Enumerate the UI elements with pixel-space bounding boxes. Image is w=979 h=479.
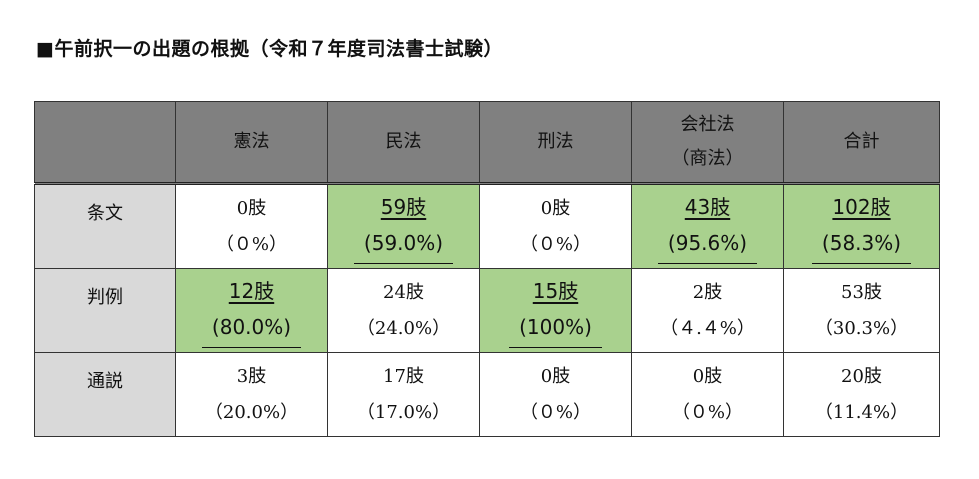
cell-count: 12肢: [228, 279, 275, 303]
header-row: 憲法 民法 刑法 会社法 （商法） 合計: [34, 101, 940, 185]
header-cell: 合計: [783, 101, 940, 185]
cell-count: 0肢: [540, 197, 571, 219]
cell-percent: （20.0%）: [204, 401, 299, 423]
cell-percent: （０%）: [519, 233, 592, 255]
cell-count: 0肢: [692, 365, 723, 387]
table-cell: 53肢 （30.3%）: [783, 268, 940, 353]
cell-count: 2肢: [692, 281, 723, 303]
table-cell: 43肢 (95.6%): [631, 183, 784, 269]
table-cell: 0肢 （０%）: [479, 352, 632, 437]
cell-percent: (80.0%): [211, 315, 292, 339]
cell-count: 0肢: [540, 365, 571, 387]
cell-count: 24肢: [383, 281, 424, 303]
table-cell: 0肢 （０%）: [175, 183, 328, 269]
cell-percent: （０%）: [215, 233, 288, 255]
cell-count: 15肢: [532, 279, 579, 303]
table-row: 判例 12肢 (80.0%) 24肢 （24.0%） 15肢 (100%) 2肢 （４.４%） 5…: [34, 268, 940, 353]
cell-percent: （11.4%）: [814, 401, 909, 423]
table-row: 通説 3肢 （20.0%） 17肢 （17.0%） 0肢 （０%） 0肢 （０%） 20肢 （11.…: [34, 352, 940, 437]
header-cell: 刑法: [479, 101, 632, 185]
cell-percent: （24.0%）: [356, 317, 451, 339]
header-cell: 憲法: [175, 101, 328, 185]
table-cell: 20肢 （11.4%）: [783, 352, 940, 437]
cell-count: 17肢: [383, 365, 424, 387]
table-cell: 0肢 （０%）: [479, 183, 632, 269]
row-header: 通説: [34, 352, 176, 437]
table-cell: 24肢 （24.0%）: [327, 268, 480, 353]
cell-percent: （０%）: [519, 401, 592, 423]
header-corner: [34, 101, 176, 185]
header-label: 会社法: [680, 114, 735, 135]
cell-count: 0肢: [236, 197, 267, 219]
row-header: 条文: [34, 183, 176, 269]
header-cell: 会社法 （商法）: [631, 101, 784, 185]
cell-count: 102肢: [832, 195, 891, 219]
table-cell: 59肢 (59.0%): [327, 183, 480, 269]
table-cell: 2肢 （４.４%）: [631, 268, 784, 353]
header-cell: 民法: [327, 101, 480, 185]
table-cell: 102肢 (58.3%): [783, 183, 940, 269]
cell-percent: （17.0%）: [356, 401, 451, 423]
header-sublabel: （商法）: [671, 148, 744, 169]
cell-percent: (100%): [519, 315, 592, 339]
cell-count: 20肢: [841, 365, 882, 387]
table-cell: 12肢 (80.0%): [175, 268, 328, 353]
table-row: 条文 0肢 （０%） 59肢 (59.0%) 0肢 （０%） 43肢 (95.6%) 102肢 (5…: [34, 183, 940, 269]
cell-count: 43肢: [684, 195, 731, 219]
cell-count: 53肢: [841, 281, 882, 303]
row-header: 判例: [34, 268, 176, 353]
cell-percent: （30.3%）: [814, 317, 909, 339]
page-title: ■午前択一の出題の根拠（令和７年度司法書士試験）: [36, 38, 503, 60]
cell-percent: （０%）: [671, 401, 744, 423]
cell-count: 59肢: [380, 195, 427, 219]
table-cell: 17肢 （17.0%）: [327, 352, 480, 437]
data-table: 憲法 民法 刑法 会社法 （商法） 合計 条文 0肢 （０%） 59肢 (59.0%) 0…: [34, 101, 940, 437]
cell-count: 3肢: [236, 365, 267, 387]
cell-percent: (58.3%): [821, 231, 902, 255]
table-cell: 0肢 （０%）: [631, 352, 784, 437]
cell-percent: （４.４%）: [660, 317, 755, 339]
table-cell: 3肢 （20.0%）: [175, 352, 328, 437]
table-cell: 15肢 (100%): [479, 268, 632, 353]
cell-percent: (59.0%): [363, 231, 444, 255]
cell-percent: (95.6%): [667, 231, 748, 255]
